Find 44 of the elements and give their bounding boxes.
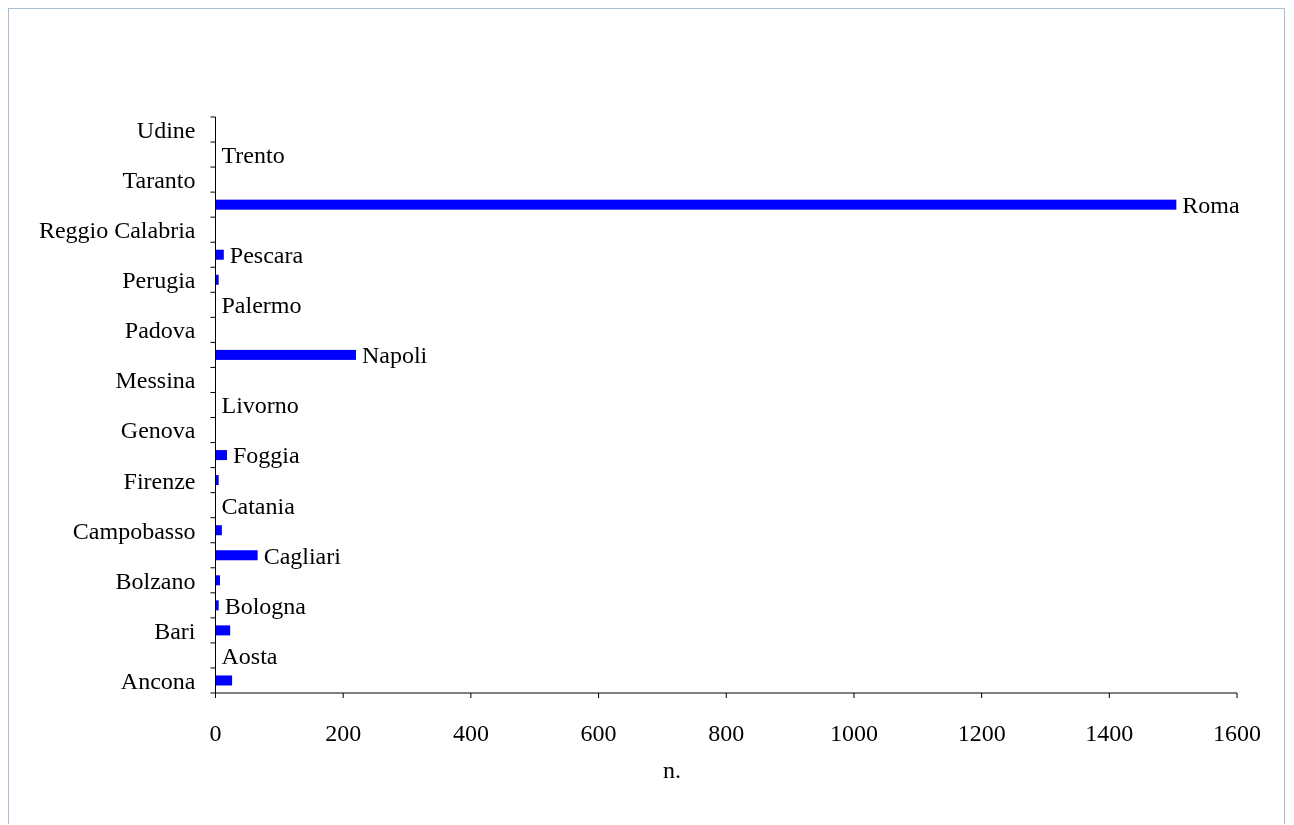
- x-axis-title: n.: [663, 757, 681, 783]
- data-label: Cagliari: [263, 542, 342, 569]
- data-label: Bologna: [224, 592, 307, 619]
- y-tick-label: Udine: [136, 116, 196, 143]
- y-tick-label: Perugia: [122, 267, 196, 294]
- y-tick-label: Ancona: [120, 667, 196, 694]
- y-tick-label: Padova: [124, 317, 196, 344]
- y-tick-label: Bari: [154, 617, 196, 644]
- bar: [215, 249, 224, 260]
- x-tick-label: 0: [209, 720, 222, 746]
- x-tick-label: 1200: [957, 720, 1006, 746]
- y-tick-label: Messina: [115, 367, 196, 394]
- bar: [215, 199, 1177, 210]
- y-tick-label: Taranto: [122, 167, 196, 194]
- data-label: Livorno: [221, 392, 299, 419]
- data-label: Napoli: [361, 342, 428, 369]
- data-label: Palermo: [221, 292, 302, 319]
- bar: [215, 475, 219, 486]
- x-tick-label: 1000: [829, 720, 878, 746]
- data-label: Catania: [221, 492, 296, 519]
- bar: [215, 274, 219, 285]
- bar: [215, 349, 356, 360]
- bar: [215, 525, 222, 536]
- x-tick-label: 400: [452, 720, 489, 746]
- y-tick-label: Genova: [120, 417, 196, 444]
- bar: [215, 550, 258, 561]
- bar: [215, 450, 227, 461]
- y-tick-label: Bolzano: [115, 567, 196, 594]
- data-label: Pescara: [229, 242, 304, 269]
- data-label: Roma: [1182, 192, 1241, 219]
- x-tick-label: 600: [580, 720, 617, 746]
- y-tick-label: Reggio Calabria: [38, 217, 196, 244]
- x-tick-label: 200: [325, 720, 362, 746]
- bar: [215, 675, 233, 686]
- data-label: Foggia: [232, 442, 301, 469]
- x-tick-label: 800: [708, 720, 745, 746]
- x-tick-label: 1400: [1085, 720, 1134, 746]
- data-label: Aosta: [221, 642, 278, 669]
- y-tick-label: Campobasso: [72, 517, 196, 544]
- x-tick-label: 1600: [1213, 720, 1261, 746]
- y-tick-label: Firenze: [123, 467, 196, 494]
- data-label: Trento: [221, 141, 285, 168]
- bar: [215, 600, 219, 611]
- bar: [215, 625, 231, 636]
